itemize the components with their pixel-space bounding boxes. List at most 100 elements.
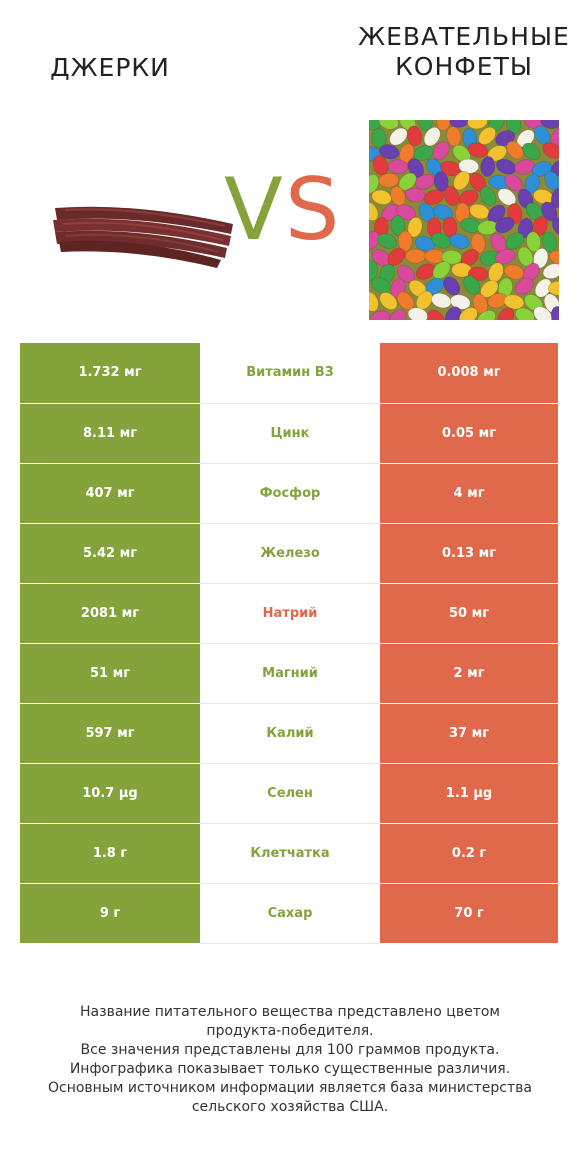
left-value-cell: 1.732 мг [20,343,200,404]
jelly-bean-shape [542,263,559,280]
nutrient-name-cell: Фосфор [200,463,380,524]
jelly-bean-shape [480,156,496,177]
jelly-bean-shape [453,170,470,191]
jelly-bean-shape [431,292,452,309]
jelly-bean-shape [523,120,544,130]
left-value-cell: 597 мг [20,703,200,764]
jelly-bean-shape [458,189,479,207]
jelly-bean-shape [396,204,417,221]
footer-line: сельского хозяйства США. [191,1099,389,1115]
table-row: 10.7 µg Селен 1.1 µg [20,763,558,824]
jelly-bean-shape [534,278,552,298]
nutrient-name-cell: Магний [200,643,380,704]
nutrient-comparison-table: 1.732 мг Витамин B3 0.008 мг 8.11 мг Цинк 0.0… [20,343,558,944]
nutrient-name-cell: Калий [200,703,380,764]
jelly-bean-shape [497,307,515,320]
jelly-bean-shape [540,120,559,130]
jelly-bean-shape [497,188,517,206]
nutrient-name-cell: Витамин B3 [200,343,380,404]
jelly-bean-shape [478,126,497,145]
jelly-bean-shape [369,174,380,194]
right-value-cell: 2 мг [380,643,558,704]
table-row: 1.732 мг Витамин B3 0.008 мг [20,343,558,404]
jelly-bean-shape [551,217,559,236]
jelly-bean-shape [370,277,391,294]
right-product-title: ЖЕВАТЕЛЬНЫЕ КОНФЕТЫ [355,22,573,82]
table-row: 51 мг Магний 2 мг [20,643,558,704]
right-value-cell: 0.2 г [380,823,558,884]
jelly-bean-shape [369,291,379,312]
left-value-cell: 8.11 мг [20,403,200,464]
jelly-bean-shape [379,292,398,310]
jelly-bean-shape [449,233,470,250]
jelly-bean-shape [407,307,429,320]
left-value-cell: 10.7 µg [20,763,200,824]
jelly-bean-shape [550,187,559,209]
jelly-bean-shape [413,145,434,161]
jelly-bean-shape [369,201,379,222]
jelly-bean-shape [487,204,506,223]
jelly-bean-shape [514,277,534,295]
table-row: 597 мг Калий 37 мг [20,703,558,764]
nutrient-name-cell: Железо [200,523,380,584]
footer-line: Все значения представлены для 100 граммо… [80,1042,500,1058]
jelly-beans-image [369,120,559,320]
jelly-bean-shape [377,233,398,249]
jelly-bean-shape [522,142,541,161]
jelly-bean-shape [440,160,461,177]
right-value-cell: 0.008 мг [380,343,558,404]
jelly-bean-shape [542,142,559,159]
footer-line: Основным источником информации является … [48,1080,532,1096]
jelly-bean-shape [414,236,436,252]
jelly-bean-shape [476,309,497,320]
jelly-bean-shape [506,120,522,135]
jelly-bean-shape [418,120,433,131]
right-value-cell: 0.13 мг [380,523,558,584]
jelly-bean-shape [432,141,450,161]
table-row: 5.42 мг Железо 0.13 мг [20,523,558,584]
jelly-bean-shape [470,232,486,254]
jelly-bean-shape [407,125,422,147]
vs-s-letter: S [284,160,342,260]
nutrient-name-cell: Сахар [200,883,380,944]
jelly-bean-shape [407,216,423,238]
left-value-cell: 5.42 мг [20,523,200,584]
jelly-bean-shape [505,232,525,250]
table-row: 9 г Сахар 70 г [20,883,558,944]
footer-line: Название питательного вещества представл… [80,1004,500,1020]
jelly-bean-shape [369,260,378,281]
nutrient-name-cell: Клетчатка [200,823,380,884]
jelly-bean-shape [415,263,436,280]
jelly-bean-shape [433,171,449,192]
jelly-bean-shape [495,248,516,265]
jelly-bean-shape [387,247,406,266]
jelly-bean-shape [463,275,481,295]
jelly-bean-shape [467,120,488,130]
nutrient-name-cell: Цинк [200,403,380,464]
table-row: 1.8 г Клетчатка 0.2 г [20,823,558,884]
jelly-bean-shape [467,142,488,158]
jelly-bean-shape [506,140,524,160]
jelly-bean-shape [443,185,460,206]
left-product-title: ДЖЕРКИ [50,53,170,82]
jelly-bean-shape [433,204,454,221]
jelly-bean-shape [414,173,436,190]
jelly-bean-shape [533,306,553,320]
jelly-bean-shape [503,294,525,310]
jelly-bean-shape [369,146,381,162]
jelly-bean-shape [369,230,380,251]
jelly-bean-shape [397,230,413,252]
jelly-bean-shape [504,173,523,192]
right-value-cell: 70 г [380,883,558,944]
jelly-bean-shape [541,231,558,253]
jelly-bean-shape [550,305,559,320]
table-row: 407 мг Фосфор 4 мг [20,463,558,524]
left-value-cell: 407 мг [20,463,200,524]
jelly-bean-shape [371,128,387,149]
left-value-cell: 1.8 г [20,823,200,884]
table-row: 2081 мг Натрий 50 мг [20,583,558,644]
jelly-bean-shape [514,307,535,320]
jelly-bean-shape [370,310,391,320]
jelly-bean-shape [423,126,441,147]
jelly-bean-shape [432,261,451,280]
